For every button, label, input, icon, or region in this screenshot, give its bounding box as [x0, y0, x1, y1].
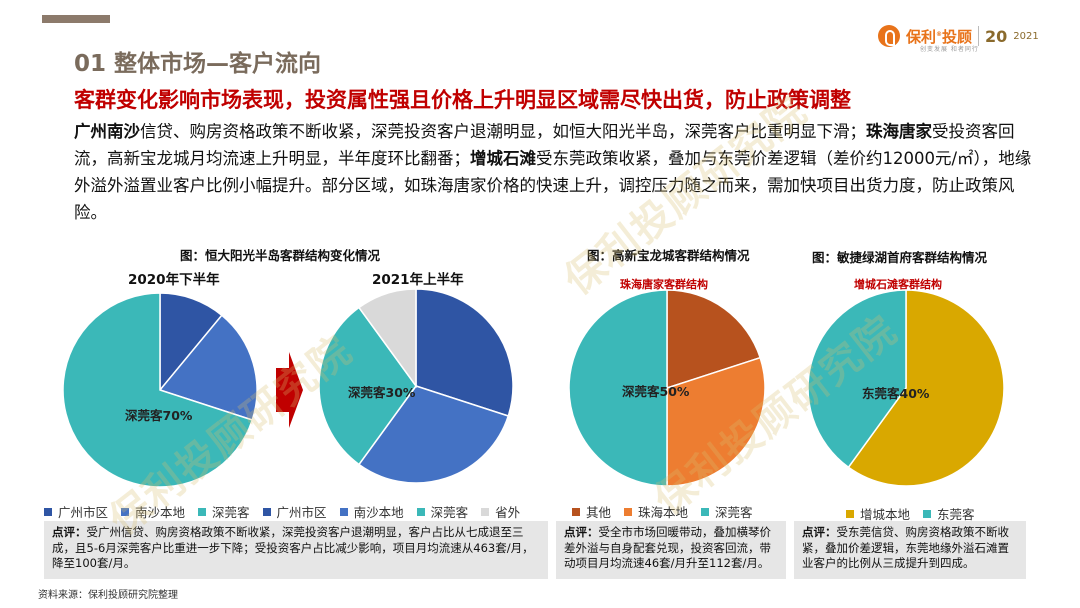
pie-slice-南沙本地 — [357, 385, 510, 484]
legend-label: 深莞客 — [430, 505, 469, 520]
chart-caption-2: 图：高新宝龙城客群结构情况 — [587, 248, 750, 263]
comment-label-2: 点评： — [564, 525, 599, 539]
region-shitan: 增城石滩 — [470, 149, 536, 168]
pie-slice-省外 — [357, 288, 417, 389]
legend-swatch — [198, 507, 207, 516]
pie-data-label: 深莞客50% — [622, 384, 690, 399]
pie-slice-南沙本地 — [158, 314, 258, 421]
legend-swatch — [121, 507, 130, 516]
legend-3: 增城本地 东莞客 — [846, 504, 988, 523]
pie-slice-深莞客 — [62, 292, 254, 488]
legend-item: 其他 — [572, 502, 611, 521]
pie-lvhu: 东莞客40% — [807, 289, 1005, 487]
legend-item: 南沙本地 — [339, 502, 404, 521]
legend-label: 深莞客 — [715, 505, 753, 520]
comment-text-2: 受全市市场回暖带动，叠加横琴价差外溢与自身配套兑现，投资客回流，带动项目月均流速… — [564, 525, 771, 570]
comment-box-2: 点评：受全市市场回暖带动，叠加横琴价差外溢与自身配套兑现，投资客回流，带动项目月… — [556, 521, 786, 579]
body-text-1: 信贷、购房资格政策不断收紧，深莞投资客户退潮明显，如恒大阳光半岛，深莞客户比重明… — [140, 122, 866, 141]
legend-swatch — [339, 507, 348, 516]
body-text-3: 受东莞政策收紧，叠加与东莞价差逻辑（差价约12000元/㎡），地缘外溢外溢置业客… — [74, 149, 1032, 222]
comment-text-1: 受广州信贷、购房资格政策不断收紧，深莞投资客户退潮明显，客户占比从七成退至三成，… — [52, 525, 534, 570]
legend-item: 广州市区 — [262, 502, 327, 521]
pie-2020h2: 深莞客70% — [62, 292, 258, 488]
legend-label: 南沙本地 — [353, 505, 404, 520]
legend-label: 南沙本地 — [135, 505, 186, 520]
pie-slice-深莞客 — [318, 306, 417, 466]
legend-item: 珠海本地 — [624, 502, 688, 521]
arrow-right-icon — [276, 352, 303, 428]
source-note: 资料来源：保利投顾研究院整理 — [38, 590, 178, 601]
legend-1: 广州市区 南沙本地 深莞客 广州市区 南沙本地 深莞客 省外 — [44, 502, 533, 521]
comment-label-3: 点评： — [802, 525, 837, 539]
pie-data-label: 深莞客70% — [125, 408, 193, 423]
comment-box-1: 点评：受广州信贷、购房资格政策不断收紧，深莞投资客户退潮明显，客户占比从七成退至… — [44, 521, 548, 579]
pie-slice-增城本地 — [847, 289, 1005, 487]
pie-title-2020: 2020年下半年 — [128, 272, 220, 288]
pie-slice-广州市区 — [415, 288, 514, 417]
legend-item: 深莞客 — [416, 502, 469, 521]
legend-swatch — [701, 507, 710, 516]
region-nansha: 广州南沙 — [74, 122, 140, 141]
legend-swatch — [44, 507, 52, 516]
legend-swatch — [923, 509, 932, 518]
legend-label: 珠海本地 — [638, 505, 689, 520]
pie-baolong: 深莞客50% — [568, 289, 766, 487]
pie-title-shitan: 增城石滩客群结构 — [854, 278, 942, 291]
legend-item: 深莞客 — [198, 502, 250, 521]
comment-box-3: 点评：受东莞信贷、购房资格政策不断收紧，叠加价差逻辑，东莞地缘外溢石滩置业客户的… — [794, 521, 1026, 579]
logo-tagline: 创变发展 和者同行 — [920, 46, 979, 53]
comment-label-1: 点评： — [52, 525, 87, 539]
legend-swatch — [416, 507, 425, 516]
legend-swatch — [624, 507, 633, 516]
pie-slice-广州市区 — [159, 292, 223, 393]
pie-slice-其他 — [666, 289, 762, 390]
legend-item: 广州市区 — [44, 502, 108, 521]
brand-name: 保利®投顾 — [906, 27, 973, 46]
top-accent-bar — [42, 15, 110, 23]
brand-logo: 保利®投顾 20 2021 — [878, 16, 1039, 56]
legend-swatch — [481, 507, 490, 516]
anniversary-mark: 20 — [985, 26, 1008, 46]
region-tangjia: 珠海唐家 — [866, 122, 932, 141]
legend-swatch — [846, 509, 854, 518]
legend-item: 省外 — [481, 502, 520, 521]
legend-item: 深莞客 — [701, 502, 753, 521]
pie-slice-深莞客 — [568, 289, 668, 487]
legend-label: 东莞客 — [937, 507, 975, 522]
chart-caption-1: 图：恒大阳光半岛客群结构变化情况 — [180, 248, 381, 263]
chart-caption-3: 图：敏捷绿湖首府客群结构情况 — [812, 250, 988, 265]
body-text-2: 受投资客回流，高新宝龙城月均流速上升明显，半年度环比翻番； — [74, 122, 1015, 168]
legend-label: 广州市区 — [276, 505, 327, 520]
comment-text-3: 受东莞信贷、购房资格政策不断收紧，叠加价差逻辑，东莞地缘外溢石滩置业客户的比例从… — [802, 525, 1009, 570]
legend-label: 省外 — [495, 505, 521, 520]
legend-item: 增城本地 — [846, 504, 910, 523]
pie-slice-东莞客 — [807, 289, 907, 469]
legend-2: 其他 珠海本地 深莞客 — [572, 502, 766, 521]
body-paragraph: 广州南沙信贷、购房资格政策不断收紧，深莞投资客户退潮明显，如恒大阳光半岛，深莞客… — [74, 118, 1042, 226]
pie-title-2021: 2021年上半年 — [372, 272, 464, 288]
pie-slice-珠海本地 — [666, 356, 766, 487]
pie-2021h1: 深莞客30% — [318, 288, 514, 484]
pie-data-label: 深莞客30% — [348, 385, 416, 400]
legend-item: 南沙本地 — [121, 502, 185, 521]
legend-swatch — [572, 507, 580, 516]
legend-item: 东莞客 — [923, 504, 975, 523]
legend-swatch — [262, 507, 271, 516]
logo-year: 2021 — [1013, 30, 1039, 42]
pie-data-label: 东莞客40% — [862, 386, 930, 401]
logo-divider — [978, 26, 980, 46]
pie-title-tangjia: 珠海唐家客群结构 — [620, 278, 708, 291]
legend-label: 其他 — [586, 505, 612, 520]
page-title: 01 整体市场—客户流向 — [74, 51, 322, 77]
legend-label: 广州市区 — [58, 505, 109, 520]
poly-logo-icon — [878, 25, 900, 47]
legend-label: 深莞客 — [212, 505, 250, 520]
page-subtitle: 客群变化影响市场表现，投资属性强且价格上升明显区域需尽快出货，防止政策调整 — [74, 88, 851, 112]
legend-label: 增城本地 — [860, 507, 911, 522]
